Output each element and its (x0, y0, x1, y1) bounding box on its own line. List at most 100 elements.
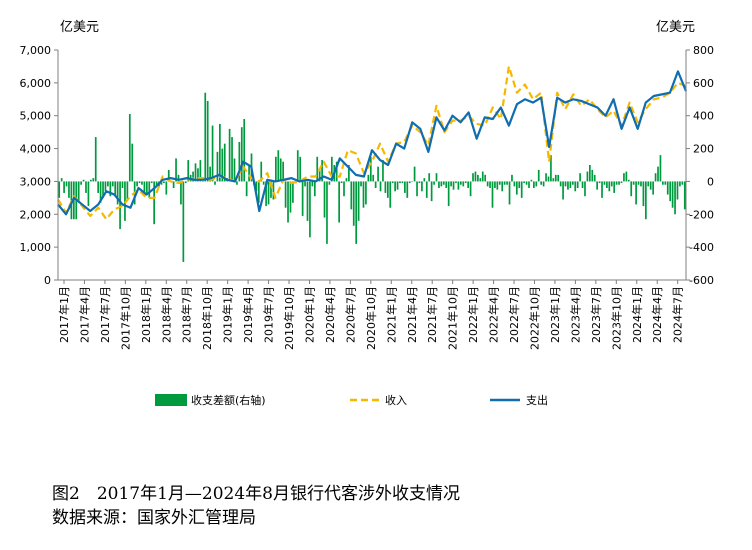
data-source: 数据来源：国家外汇管理局 (52, 508, 256, 528)
balance-bar (530, 179, 533, 182)
balance-bar (348, 165, 350, 182)
balance-bar (160, 181, 163, 185)
balance-bar (683, 181, 686, 210)
balance-bar (282, 161, 284, 182)
balance-bar (399, 181, 401, 184)
right-tick-label: 400 (693, 110, 714, 123)
balance-bar (620, 181, 623, 184)
x-tick-label: 2024年1月 (630, 286, 644, 343)
balance-bar (452, 181, 455, 190)
x-tick-label: 2023年4月 (568, 286, 582, 343)
right-tick-label: -600 (689, 274, 714, 287)
balance-bar (396, 181, 399, 190)
balance-bar (257, 181, 260, 203)
balance-bar (80, 181, 82, 185)
balance-bar (618, 181, 620, 185)
balance-bar (391, 181, 394, 184)
balance-bar (542, 181, 545, 187)
balance-bar (642, 181, 645, 207)
balance-bar (211, 125, 214, 182)
balance-bar (494, 181, 496, 188)
balance-bar (231, 137, 233, 182)
balance-bar (82, 179, 85, 182)
legend-label-expense: 支出 (526, 393, 548, 407)
balance-bar (330, 156, 333, 182)
balance-bar (260, 161, 263, 182)
balance-bar (309, 181, 311, 238)
balance-bar (401, 181, 404, 184)
balance-bar (567, 181, 569, 190)
balance-bar (365, 181, 367, 205)
balance-bar (608, 181, 611, 192)
balance-bar (206, 100, 209, 182)
balance-bar (669, 181, 672, 202)
balance-bar (598, 181, 601, 184)
x-tick-label: 2017年10月 (118, 286, 132, 350)
balance-bar (296, 150, 299, 182)
balance-bar (199, 160, 202, 182)
balance-bar (666, 181, 669, 195)
balance-bar (60, 178, 63, 182)
left-tick-label: 5,000 (20, 110, 52, 123)
balance-bar (116, 181, 119, 205)
x-tick-label: 2023年7月 (589, 286, 603, 343)
balance-bar (126, 181, 129, 200)
balance-bar (145, 181, 148, 193)
balance-bar (121, 181, 124, 188)
legend-label-balance: 收支差额(右轴) (191, 393, 266, 407)
x-tick-label: 2021年7月 (425, 286, 439, 343)
balance-bar (501, 181, 504, 192)
balance-bar (326, 181, 328, 244)
x-tick-label: 2021年10月 (446, 286, 460, 350)
balance-bar (77, 181, 80, 203)
balance-bar (270, 181, 272, 198)
x-tick-label: 2018年4月 (159, 286, 173, 343)
balance-bar (369, 156, 372, 182)
x-tick-label: 2018年1月 (139, 286, 153, 343)
balance-bar (209, 166, 211, 182)
balance-bar (469, 181, 472, 197)
balance-bar (486, 181, 489, 187)
balance-bar (428, 173, 431, 182)
balance-bar (489, 181, 491, 188)
balance-bar (352, 181, 355, 226)
x-tick-label: 2024年7月 (671, 286, 685, 343)
legend-label-income: 收入 (385, 393, 407, 407)
balance-bar (423, 178, 426, 182)
balance-bar (515, 181, 518, 195)
balance-bar (425, 181, 428, 198)
balance-bar (306, 181, 309, 221)
left-tick-label: 4,000 (20, 143, 52, 156)
balance-bar (301, 181, 304, 216)
balance-bar (243, 119, 246, 182)
balance-bar (97, 181, 100, 193)
x-tick-label: 2022年10月 (527, 286, 541, 350)
balance-bar (455, 181, 457, 184)
axes: 0 1,000 2,000 3,000 4,000 5,000 6,000 7,000 -600… (20, 44, 715, 350)
balance-bar (676, 181, 679, 200)
balance-bar (627, 179, 630, 182)
left-unit-label: 亿美元 (60, 20, 99, 35)
balance-bar (450, 181, 452, 187)
balance-bar (630, 181, 633, 197)
balance-bar (262, 181, 265, 185)
balance-bar (593, 174, 596, 182)
balance-bar (136, 181, 138, 187)
x-tick-label: 2019年7月 (262, 286, 276, 343)
balance-bar (167, 169, 170, 182)
balance-bar (467, 181, 469, 188)
balance-bar (343, 181, 345, 197)
balance-bar (299, 156, 302, 182)
left-tick-label: 2,000 (20, 208, 52, 221)
balance-bar (379, 181, 382, 192)
balance-bar (328, 181, 331, 185)
balance-bar (58, 181, 61, 198)
balance-bar (357, 181, 360, 221)
balance-bar (474, 171, 477, 182)
balance-bar (221, 148, 224, 182)
balance-bar (528, 181, 530, 188)
balance-bar (386, 181, 389, 198)
balance-bar (141, 181, 143, 185)
balance-bar (335, 161, 338, 182)
balance-bar (92, 178, 95, 182)
